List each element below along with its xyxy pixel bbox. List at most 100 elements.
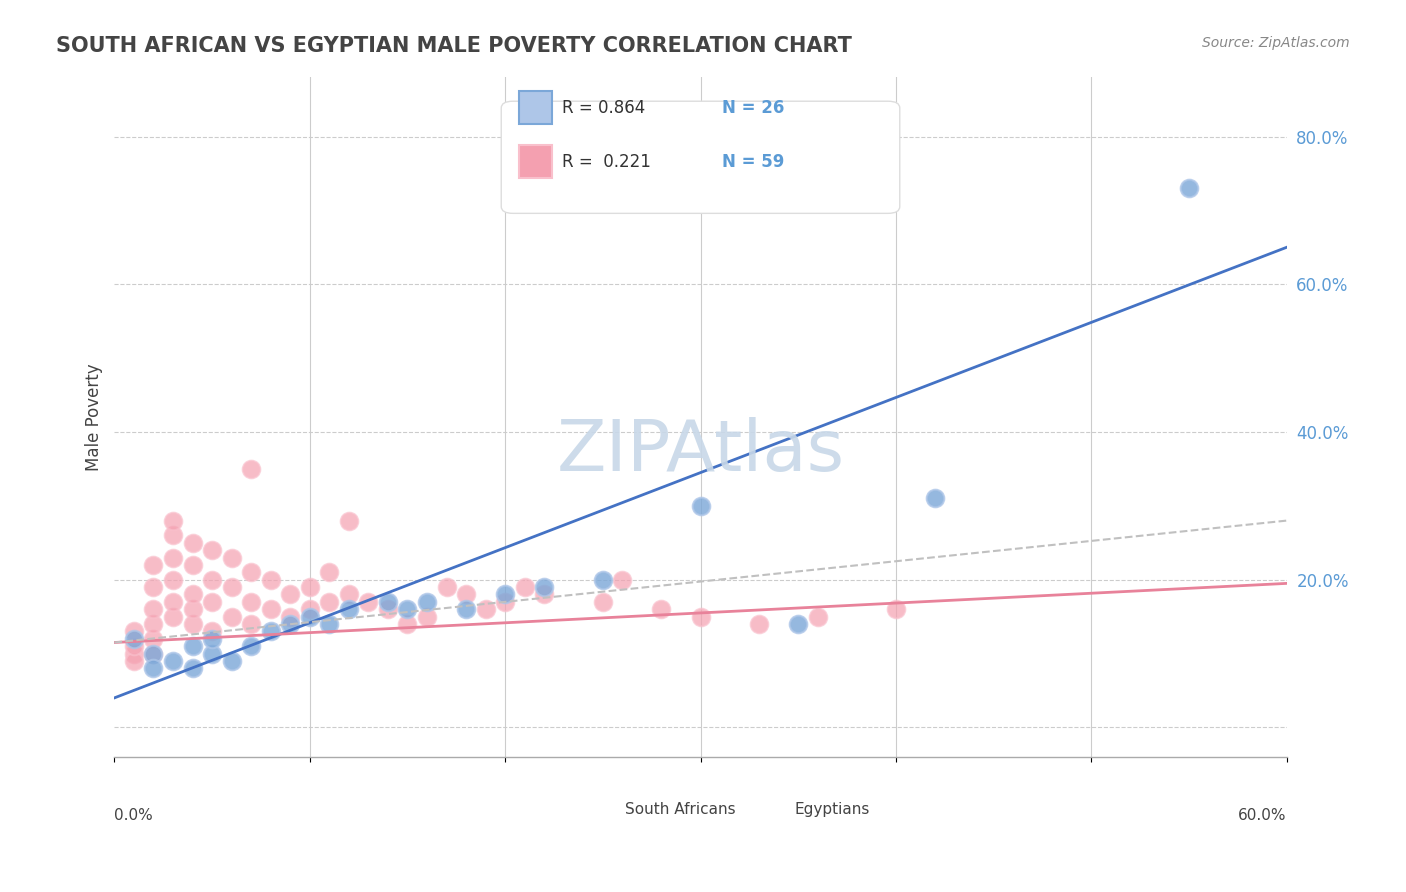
Point (298, 580, 321, 594)
Point (201, 595, 224, 609)
Text: ZIPAtlas: ZIPAtlas (557, 417, 845, 485)
Text: Egyptians: Egyptians (794, 803, 870, 817)
FancyBboxPatch shape (519, 91, 551, 124)
Point (162, 514, 184, 528)
Point (612, 573, 634, 587)
Point (884, 602, 907, 616)
Point (181, 639, 204, 653)
Point (181, 587, 204, 601)
Point (201, 543, 224, 558)
Point (181, 661, 204, 675)
Point (337, 587, 360, 601)
Point (278, 617, 301, 632)
Point (181, 617, 204, 632)
Text: R =  0.221: R = 0.221 (562, 153, 651, 171)
Point (162, 609, 184, 624)
Point (533, 587, 555, 601)
Point (162, 528, 184, 542)
Point (181, 602, 204, 616)
Point (592, 595, 614, 609)
Point (122, 624, 145, 639)
Point (142, 602, 165, 616)
Point (181, 535, 204, 549)
Point (396, 602, 419, 616)
Point (377, 595, 399, 609)
Point (240, 595, 263, 609)
Point (142, 632, 165, 646)
Point (337, 602, 360, 616)
Point (221, 654, 243, 668)
Text: South Africans: South Africans (626, 803, 737, 817)
Point (689, 609, 711, 624)
Text: SOUTH AFRICAN VS EGYPTIAN MALE POVERTY CORRELATION CHART: SOUTH AFRICAN VS EGYPTIAN MALE POVERTY C… (56, 36, 852, 55)
Point (142, 617, 165, 632)
Point (142, 661, 165, 675)
Point (260, 573, 283, 587)
Text: N = 26: N = 26 (721, 99, 785, 117)
Point (318, 566, 340, 580)
Point (650, 602, 672, 616)
Point (357, 595, 380, 609)
Point (142, 558, 165, 572)
Point (142, 580, 165, 594)
Point (787, 617, 810, 632)
Point (162, 595, 184, 609)
FancyBboxPatch shape (519, 145, 551, 178)
Point (162, 654, 184, 668)
Point (337, 514, 360, 528)
Point (494, 587, 516, 601)
Point (416, 609, 439, 624)
Point (221, 580, 243, 594)
Point (221, 609, 243, 624)
Point (436, 580, 458, 594)
Point (201, 624, 224, 639)
Point (260, 624, 283, 639)
Point (689, 499, 711, 513)
Point (240, 617, 263, 632)
Point (454, 587, 477, 601)
Text: 0.0%: 0.0% (114, 808, 153, 823)
Point (377, 602, 399, 616)
Point (318, 617, 340, 632)
FancyBboxPatch shape (756, 801, 786, 822)
Point (240, 639, 263, 653)
Point (474, 602, 496, 616)
Text: R = 0.864: R = 0.864 (562, 99, 645, 117)
Point (122, 632, 145, 646)
Point (298, 602, 321, 616)
Text: 60.0%: 60.0% (1239, 808, 1286, 823)
Point (748, 617, 770, 632)
Point (162, 573, 184, 587)
Point (513, 580, 536, 594)
Point (201, 632, 224, 646)
Point (592, 573, 614, 587)
Y-axis label: Male Poverty: Male Poverty (86, 363, 103, 471)
FancyBboxPatch shape (501, 101, 900, 213)
Point (278, 587, 301, 601)
Point (318, 595, 340, 609)
Text: N = 59: N = 59 (721, 153, 785, 171)
Point (181, 558, 204, 572)
Point (201, 573, 224, 587)
Point (122, 654, 145, 668)
Point (807, 609, 830, 624)
Text: Source: ZipAtlas.com: Source: ZipAtlas.com (1202, 36, 1350, 50)
Point (260, 602, 283, 616)
Point (454, 602, 477, 616)
Point (416, 595, 439, 609)
Point (142, 647, 165, 661)
Point (278, 609, 301, 624)
Point (142, 647, 165, 661)
Point (298, 609, 321, 624)
Point (396, 617, 419, 632)
Point (122, 647, 145, 661)
Point (162, 550, 184, 565)
Point (240, 566, 263, 580)
Point (1178, 181, 1201, 195)
Point (924, 491, 946, 506)
FancyBboxPatch shape (589, 801, 619, 822)
Point (240, 462, 263, 476)
Point (533, 580, 555, 594)
Point (494, 595, 516, 609)
Point (201, 647, 224, 661)
